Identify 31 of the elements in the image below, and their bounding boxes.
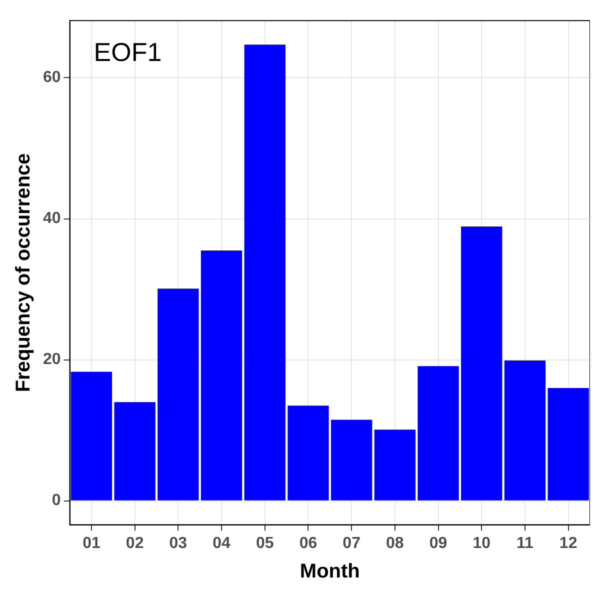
x-tick-label: 01: [82, 534, 100, 552]
x-tick-label: 09: [429, 534, 448, 552]
bar: [418, 366, 459, 500]
bar: [330, 420, 372, 500]
bar: [504, 360, 546, 500]
x-tick-label: 07: [342, 534, 361, 552]
bar: [244, 44, 286, 500]
bar: [200, 250, 242, 500]
x-tick-label: 12: [559, 534, 578, 552]
y-tick-label: 20: [43, 351, 61, 368]
y-tick-label: 0: [52, 492, 61, 510]
bar: [374, 430, 416, 500]
x-tick-label: 04: [212, 534, 231, 552]
x-tick-label: 03: [169, 534, 188, 552]
x-tick-label: 06: [299, 534, 318, 552]
bar: [70, 372, 112, 500]
x-tick-label: 08: [386, 534, 404, 552]
y-axis-title: Frequency of occurrence: [12, 153, 35, 392]
bar: [158, 288, 199, 500]
y-tick-label: 40: [43, 210, 61, 228]
bar: [461, 226, 502, 500]
y-tick-label: 60: [43, 69, 61, 86]
x-axis-title: Month: [300, 560, 360, 583]
x-tick-label: 02: [126, 534, 144, 552]
annotation: EOF1: [94, 36, 162, 67]
x-tick-label: 10: [472, 534, 491, 552]
bar: [114, 402, 156, 500]
bar: [548, 388, 589, 500]
x-tick-label: 11: [516, 534, 534, 552]
bar: [288, 406, 329, 500]
x-tick-label: 05: [256, 534, 274, 552]
